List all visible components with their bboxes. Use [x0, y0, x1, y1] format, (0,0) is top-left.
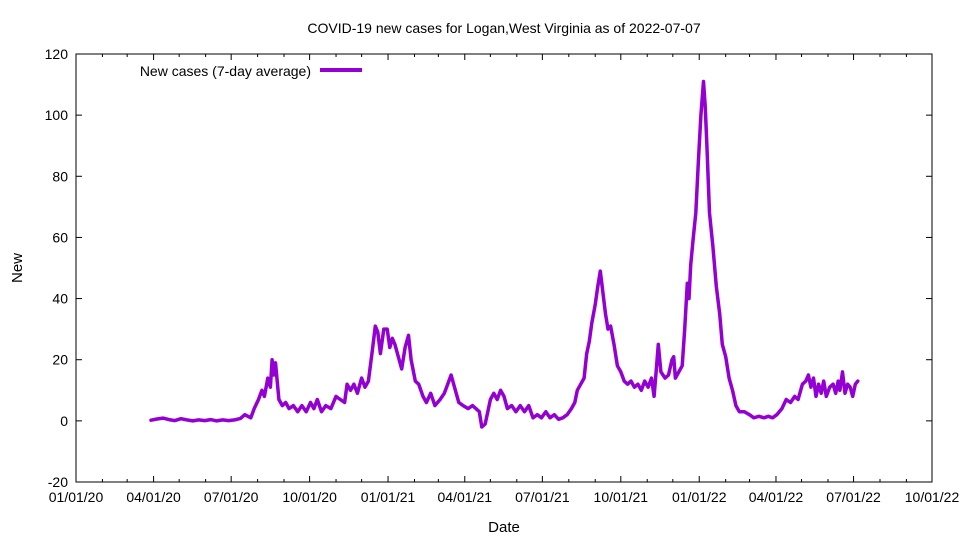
- y-tick-label: 100: [45, 107, 69, 123]
- y-tick-label: -20: [48, 474, 68, 490]
- plot-frame: [75, 53, 933, 483]
- series-layer: [149, 79, 860, 429]
- x-axis-title: Date: [488, 519, 520, 536]
- y-tick-label: 20: [52, 352, 68, 368]
- x-tick-label: 04/01/20: [126, 489, 181, 505]
- x-tick-label: 07/01/22: [826, 489, 881, 505]
- x-tick-label: 10/01/21: [594, 489, 649, 505]
- x-tick-label: 01/01/20: [49, 489, 104, 505]
- y-axis-ticks: -20 0 20 40 60 80 100 120: [45, 46, 932, 490]
- x-tick-label: 04/01/21: [438, 489, 493, 505]
- x-tick-label: 01/01/21: [361, 489, 416, 505]
- legend-label: New cases (7-day average): [140, 63, 311, 79]
- y-tick-label: 0: [60, 413, 68, 429]
- x-tick-label: 10/01/22: [905, 489, 960, 505]
- legend: New cases (7-day average): [140, 63, 362, 79]
- y-tick-label: 60: [52, 229, 68, 245]
- x-tick-label: 07/01/20: [204, 489, 259, 505]
- x-tick-label: 04/01/22: [749, 489, 804, 505]
- y-axis-title: New: [9, 253, 26, 283]
- y-tick-label: 120: [45, 46, 69, 62]
- series-line: [149, 79, 860, 429]
- x-tick-label: 10/01/20: [282, 489, 337, 505]
- x-axis-ticks: 01/01/20 04/01/20 07/01/20 10/01/20 01/01/21…: [49, 54, 960, 505]
- x-tick-label: 01/01/22: [672, 489, 727, 505]
- x-tick-label: 07/01/21: [515, 489, 570, 505]
- y-tick-label: 80: [52, 168, 68, 184]
- chart-title: COVID-19 new cases for Logan,West Virgin…: [307, 20, 700, 36]
- y-tick-label: 40: [52, 291, 68, 307]
